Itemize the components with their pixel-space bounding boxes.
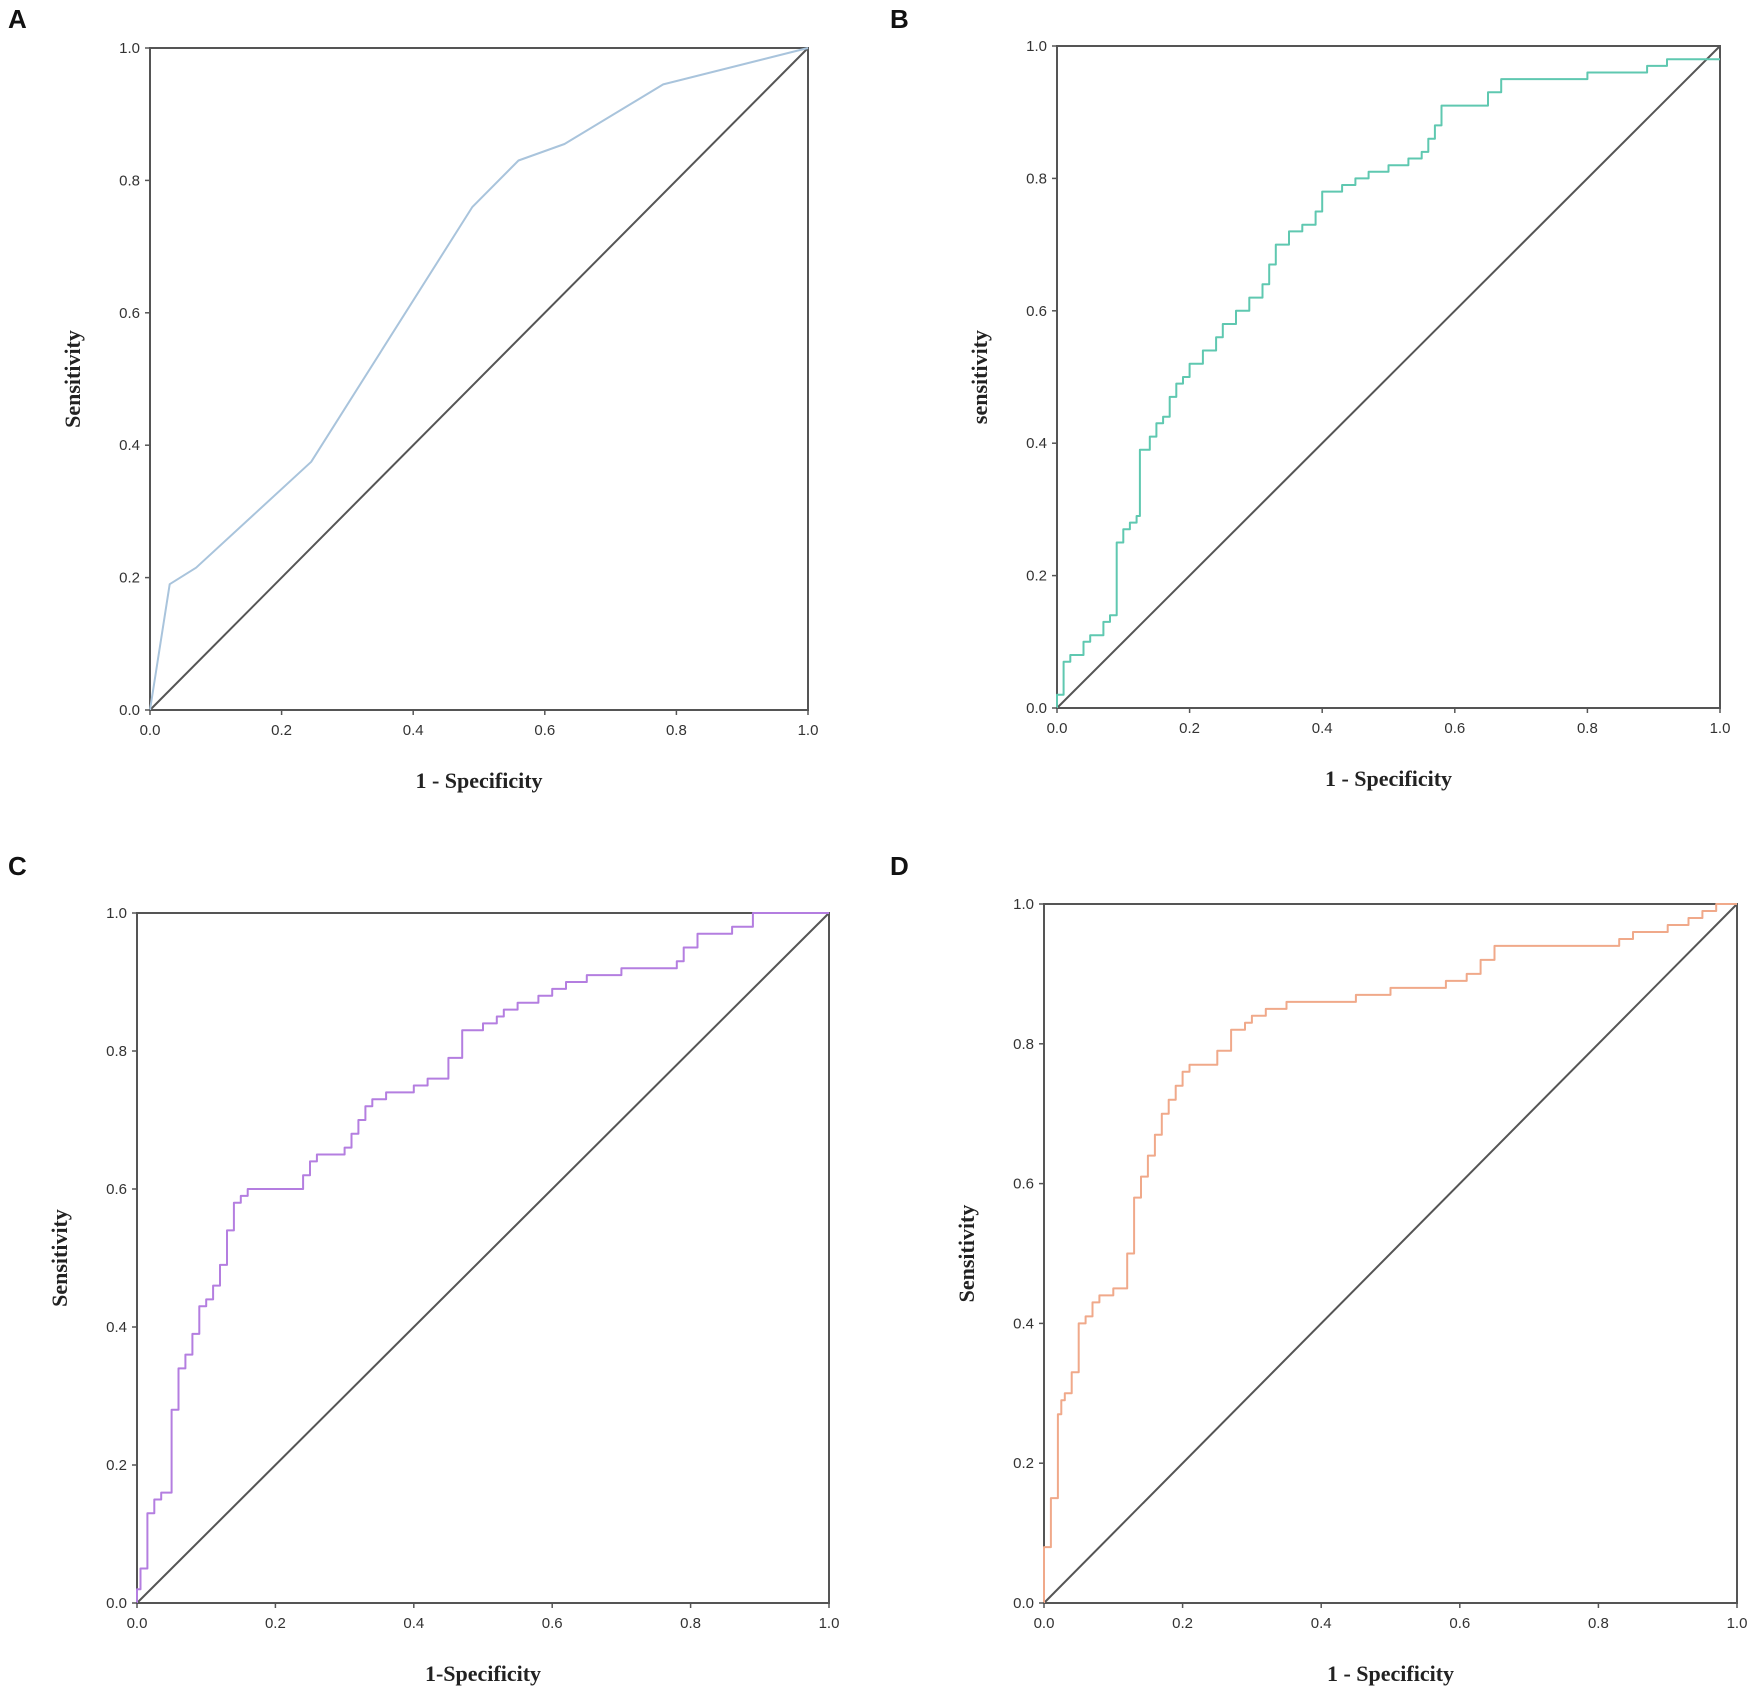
x-tick-label: 0.4 <box>1311 1615 1332 1632</box>
x-tick-label: 0.6 <box>1449 1615 1470 1632</box>
y-tick-label: 1.0 <box>106 905 127 922</box>
x-tick-label: 0.8 <box>1588 1615 1609 1632</box>
panel-label: D <box>890 851 909 881</box>
x-tick-label: 0.6 <box>1444 720 1465 737</box>
y-tick-label: 0.8 <box>119 172 140 189</box>
reference-diagonal <box>1043 903 1738 1604</box>
x-tick-label: 0.4 <box>1312 720 1333 737</box>
x-tick-label: 0.2 <box>1172 1615 1193 1632</box>
y-tick-label: 0.0 <box>1013 1595 1034 1612</box>
x-axis-title: 1-Specificity <box>425 1661 541 1686</box>
y-tick-label: 0.4 <box>1013 1315 1034 1332</box>
y-tick-label: 1.0 <box>119 40 140 57</box>
y-tick-label: 0.2 <box>106 1457 127 1474</box>
y-tick-label: 0.4 <box>106 1319 127 1336</box>
y-axis-title: Sensitivity <box>60 330 85 428</box>
reference-diagonal <box>1056 45 1721 709</box>
x-tick-label: 0.2 <box>1179 720 1200 737</box>
y-tick-label: 1.0 <box>1013 896 1034 913</box>
y-tick-label: 0.2 <box>1013 1455 1034 1472</box>
panel-label: A <box>8 4 27 34</box>
y-tick-label: 0.6 <box>119 305 140 322</box>
x-axis-title: 1 - Specificity <box>415 768 542 793</box>
roc-panel-d: D 0.0 0.0 0.2 0.2 0.4 0.4 0.6 0.6 0.8 0.8 1.0 1.0 1 … <box>882 847 1763 1693</box>
reference-diagonal <box>149 47 809 711</box>
x-tick-label: 0.4 <box>403 1615 424 1632</box>
y-tick-label: 0.0 <box>1026 700 1047 717</box>
y-tick-label: 0.0 <box>119 702 140 719</box>
y-tick-label: 0.6 <box>1026 303 1047 320</box>
x-tick-label: 1.0 <box>1710 720 1731 737</box>
y-axis-title: sensitivity <box>967 330 992 424</box>
x-tick-label: 0.8 <box>666 722 687 739</box>
x-tick-label: 0.0 <box>140 722 161 739</box>
x-tick-label: 0.0 <box>127 1615 148 1632</box>
y-axis-title: Sensitivity <box>954 1205 979 1303</box>
x-tick-label: 1.0 <box>1727 1615 1748 1632</box>
roc-chart-a: 0.00.0 0.2 0.2 0.4 0.4 0.6 0.6 0.8 0.8 1.0 1.0 1 - … <box>60 40 819 793</box>
y-tick-label: 0.0 <box>106 1595 127 1612</box>
roc-chart-b: 0.00.0 0.2 0.2 0.4 0.4 0.6 0.6 0.8 0.8 1.0 1.0 1 - … <box>967 38 1731 791</box>
x-tick-label: 0.0 <box>1034 1615 1055 1632</box>
panel-label: B <box>890 4 909 34</box>
roc-curve-line <box>1043 903 1737 1603</box>
x-tick-label: 0.6 <box>542 1615 563 1632</box>
x-tick-label: 0.8 <box>680 1615 701 1632</box>
y-tick-label: 0.4 <box>119 437 140 454</box>
y-tick-label: 0.4 <box>1026 435 1047 452</box>
y-tick-label: 0.6 <box>106 1181 127 1198</box>
y-tick-label: 0.2 <box>119 570 140 587</box>
x-axis-title: 1 - Specificity <box>1325 766 1452 791</box>
panel-label: C <box>8 851 27 881</box>
roc-panel-b: B 0.0 0.0 0.2 0.2 0.4 0.4 0.6 0.6 0.8 0.8 1.0 1.0 1 … <box>882 0 1763 846</box>
y-tick-label: 0.2 <box>1026 568 1047 585</box>
x-tick-label: 1.0 <box>798 722 819 739</box>
y-tick-label: 1.0 <box>1026 38 1047 55</box>
x-tick-label: 0.6 <box>534 722 555 739</box>
x-tick-label: 0.2 <box>271 722 292 739</box>
x-tick-label: 0.2 <box>265 1615 286 1632</box>
roc-chart-c: 0.00.0 0.2 0.2 0.4 0.4 0.6 0.6 0.8 0.8 1.0 1.0 1-Sp… <box>47 905 840 1686</box>
x-tick-label: 1.0 <box>819 1615 840 1632</box>
roc-chart-d: 0.00.0 0.2 0.2 0.4 0.4 0.6 0.6 0.8 0.8 1.0 1.0 1 - … <box>954 896 1748 1686</box>
roc-curve-line <box>136 912 829 1603</box>
x-axis-title: 1 - Specificity <box>1327 1661 1454 1686</box>
x-tick-label: 0.4 <box>403 722 424 739</box>
y-tick-label: 0.8 <box>1026 170 1047 187</box>
roc-curve-line <box>1056 58 1720 708</box>
roc-curve-line <box>149 47 809 711</box>
y-tick-label: 0.8 <box>1013 1036 1034 1053</box>
x-tick-label: 0.8 <box>1577 720 1598 737</box>
reference-diagonal <box>136 912 830 1604</box>
y-axis-title: Sensitivity <box>47 1209 72 1307</box>
y-tick-label: 0.8 <box>106 1043 127 1060</box>
roc-panel-a: A 0.0 0.0 0.2 0.2 0.4 0.4 0.6 0.6 0.8 0.8 1.0 1.0 1 … <box>0 0 881 846</box>
y-tick-label: 0.6 <box>1013 1176 1034 1193</box>
x-tick-label: 0.0 <box>1047 720 1068 737</box>
roc-panel-c: C 0.0 0.0 0.2 0.2 0.4 0.4 0.6 0.6 0.8 0.8 1.0 1.0 1-… <box>0 847 881 1693</box>
